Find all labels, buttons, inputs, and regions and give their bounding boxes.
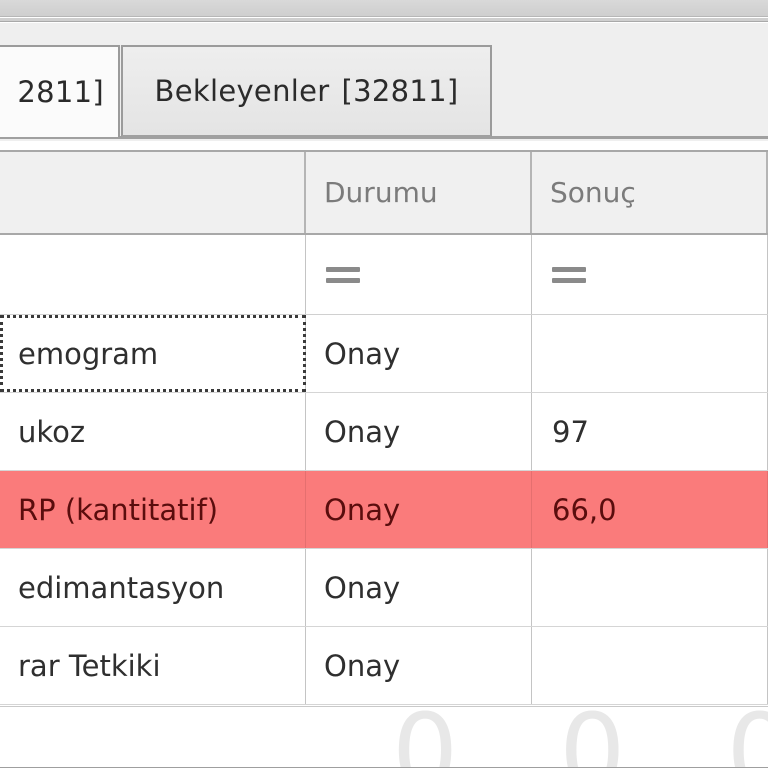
cell-sonuc[interactable] [532,315,768,392]
cell-sonuc[interactable]: 97 [532,393,768,470]
cell-tetkik[interactable]: rar Tetkiki [0,627,306,704]
cell-tetkik[interactable]: emogram [0,315,306,392]
grid-filter-row [0,235,768,315]
column-header-tetkik[interactable] [0,152,306,233]
cell-tetkik[interactable]: RP (kantitatif) [0,471,306,548]
cell-durumu[interactable]: Onay [306,627,532,704]
filter-cell-tetkik[interactable] [0,235,306,314]
filter-cell-durumu[interactable] [306,235,532,314]
cell-durumu[interactable]: Onay [306,471,532,548]
cell-sonuc[interactable]: 66,0 [532,471,768,548]
cell-durumu[interactable]: Onay [306,315,532,392]
equals-operator-icon[interactable] [552,266,586,283]
column-header-sonuc[interactable]: Sonuç [532,152,768,233]
cell-tetkik[interactable]: edimantasyon [0,549,306,626]
filter-cell-sonuc[interactable] [532,235,768,314]
table-row[interactable]: edimantasyon Onay [0,549,768,627]
table-row[interactable]: ukoz Onay 97 [0,393,768,471]
tab-active-truncated[interactable]: 2811] [0,45,120,137]
grid-header-row: Durumu Sonuç [0,150,768,235]
table-row[interactable]: emogram Onay [0,315,768,393]
tab-bekleyenler-count: [32811] [341,74,459,108]
cell-durumu[interactable]: Onay [306,393,532,470]
results-grid: Durumu Sonuç emogram Onay ukoz Onay 97 R… [0,150,768,706]
equals-operator-icon[interactable] [326,266,360,283]
table-row[interactable]: rar Tetkiki Onay [0,627,768,705]
background-watermark: 0 0 0 [392,706,768,768]
tab-bar-underline [0,136,768,139]
cell-durumu[interactable]: Onay [306,549,532,626]
top-toolbar-strip [0,0,768,17]
tab-bekleyenler[interactable]: Bekleyenler [32811] [121,45,492,137]
tab-bekleyenler-label: Bekleyenler [154,74,330,108]
table-row-highlighted[interactable]: RP (kantitatif) Onay 66,0 [0,471,768,549]
cell-sonuc[interactable] [532,549,768,626]
column-header-durumu[interactable]: Durumu [306,152,532,233]
tab-bar: 2811] Bekleyenler [32811] [0,23,768,141]
cell-tetkik[interactable]: ukoz [0,393,306,470]
bottom-panel: 0 0 0 [0,706,768,768]
top-toolbar-divider [0,18,768,22]
tab-active-label: 2811] [17,75,104,109]
cell-sonuc[interactable] [532,627,768,704]
